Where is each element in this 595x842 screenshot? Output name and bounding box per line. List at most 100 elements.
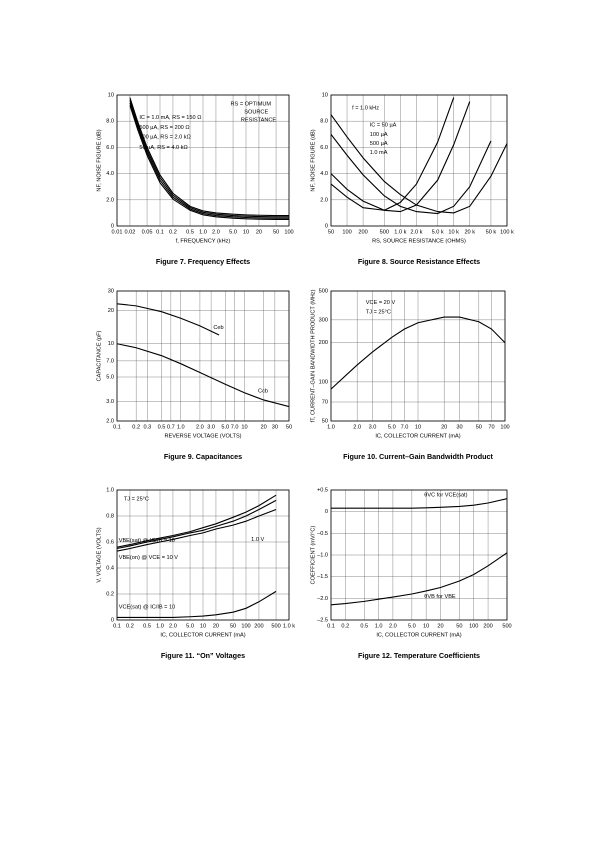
x-tick-label: 100 [500, 424, 509, 430]
x-tick-label: 0.2 [341, 623, 349, 629]
y-tick-label: 2.0 [320, 197, 328, 203]
chart: 0.1 0.2 0.5 1.0 2.0 5.0 10 20 50 100 200 500 +0.5 0 –0… [310, 487, 511, 659]
x-tick-label: 200 [483, 623, 492, 629]
curve-label: 100 µA [370, 132, 388, 138]
y-tick-label: 8.0 [106, 119, 114, 125]
x-tick-label: 0.01 [112, 229, 123, 235]
curve-label: VBE(sat) @ IC/IB = 10 [119, 538, 175, 544]
curve [117, 494, 277, 548]
x-tick-label: 0.1 [327, 623, 335, 629]
curve-label: VBE(on) @ VCE = 10 V [119, 555, 179, 561]
x-tick-label: 0.1 [113, 424, 121, 430]
x-tick-label: 30 [456, 424, 462, 430]
curve [331, 101, 471, 213]
figure-caption: Figure 12. Temperature Coefficients [358, 651, 480, 660]
curve-label: 500 µA [370, 141, 388, 147]
x-tick-label: 100 [241, 623, 250, 629]
y-tick-label: 7.0 [106, 358, 114, 364]
x-tick-label: 0.5 [143, 623, 151, 629]
curve-label: 100 µA, RS = 2.0 kΩ [139, 134, 190, 140]
chart: 50 100 200 500 1.0 k 2.0 k 5.0 k 10 k 20 k 50 k 10… [310, 92, 514, 265]
y-tick-label: 0 [325, 223, 328, 229]
x-tick-label: 0.3 [144, 424, 152, 430]
x-tick-label: 1.0 k [283, 623, 295, 629]
x-tick-label: 2.0 k [410, 229, 422, 235]
x-tick-label: 50 [286, 424, 292, 430]
x-tick-label: 20 [256, 229, 262, 235]
y-tick-label: 0 [111, 617, 114, 623]
curve-label: IC = 1.0 mA, RS = 150 Ω [139, 115, 201, 121]
x-tick-label: 0.02 [124, 229, 135, 235]
curve-label: VCE(sat) @ IC/IB = 10 [119, 604, 176, 610]
plot-frame [116, 489, 290, 621]
x-tick-label: 50 k [486, 229, 497, 235]
x-tick-label: 100 k [500, 229, 514, 235]
x-tick-label: 20 [441, 424, 447, 430]
x-tick-label: 0.7 [167, 424, 175, 430]
chart: 1.0 2.0 3.0 5.0 7.0 10 20 30 50 70 100 50 70 100 200 30… [310, 288, 509, 460]
x-tick-label: 0.5 [360, 623, 368, 629]
y-tick-label: 0.6 [106, 539, 114, 545]
x-tick-label: 5.0 [221, 424, 229, 430]
y-tick-label: 4.0 [106, 171, 114, 177]
curve-label: 1.0 V [251, 537, 264, 543]
annotation: RESISTANCE [241, 117, 277, 123]
annotation: f = 1.0 kHz [352, 106, 379, 112]
y-tick-label: 5.0 [106, 374, 114, 380]
annotation: TJ = 25°C [366, 309, 391, 315]
curve-label: IC = 50 µA [370, 123, 397, 129]
y-tick-label: –2.5 [317, 617, 328, 623]
x-axis-label: REVERSE VOLTAGE (VOLTS) [164, 433, 241, 439]
x-tick-label: 5.0 [408, 623, 416, 629]
y-axis-label: CAPACITANCE (pF) [96, 330, 102, 381]
y-tick-label: 1.0 [106, 487, 114, 493]
x-tick-label: 1.0 [177, 424, 185, 430]
x-tick-label: 50 [476, 424, 482, 430]
x-tick-label: 7.0 [231, 424, 239, 430]
y-tick-label: +0.5 [317, 487, 328, 493]
x-tick-label: 0.1 [113, 623, 121, 629]
y-tick-label: 0 [325, 509, 328, 515]
y-tick-label: 10 [108, 341, 114, 347]
annotation: RS = OPTIMUM [231, 102, 272, 108]
curve [117, 303, 220, 336]
curve [331, 316, 505, 390]
curve-label: 1.0 mA [370, 150, 388, 156]
plot-frame [116, 290, 290, 422]
curve [331, 97, 455, 211]
curve-label: θVC for VCE(sat) [424, 493, 467, 499]
y-tick-label: 10 [108, 92, 114, 98]
x-tick-label: 50 [273, 229, 279, 235]
x-tick-label: 100 [469, 623, 478, 629]
chart: 0.01 0.02 0.05 0.1 0.2 0.5 1.0 2.0 5.0 10 20 50 100 0… [96, 92, 293, 265]
curve [129, 100, 289, 218]
y-tick-label: 70 [322, 399, 328, 405]
annotation: VCE = 20 V [366, 300, 396, 306]
x-axis-label: IC, COLLECTOR CURRENT (mA) [375, 433, 460, 439]
x-axis-label: RS, SOURCE RESISTANCE (OHMS) [372, 238, 466, 244]
curve [117, 590, 277, 618]
y-tick-label: 8.0 [320, 119, 328, 125]
x-tick-label: 50 [456, 623, 462, 629]
x-tick-label: 70 [488, 424, 494, 430]
curve-label: Ceb [213, 325, 223, 331]
y-tick-label: 0.4 [106, 565, 114, 571]
x-tick-label: 20 [213, 623, 219, 629]
y-tick-label: –1.5 [317, 574, 328, 580]
x-tick-label: 500 [271, 623, 280, 629]
x-tick-label: 1.0 [327, 424, 335, 430]
x-tick-label: 5.0 [186, 623, 194, 629]
curve [129, 97, 289, 217]
y-tick-label: 10 [322, 92, 328, 98]
plot-frame [116, 94, 290, 227]
x-tick-label: 0.2 [132, 424, 140, 430]
y-axis-label: V, VOLTAGE (VOLTS) [96, 527, 102, 582]
y-tick-label: 4.0 [320, 171, 328, 177]
y-tick-label: 100 [319, 379, 328, 385]
x-tick-label: 20 [261, 424, 267, 430]
x-tick-label: 0.2 [126, 623, 134, 629]
x-tick-label: 2.0 [169, 623, 177, 629]
y-axis-label: COEFFICIENT (mV/°C) [310, 526, 316, 585]
figure-caption: Figure 10. Current–Gain Bandwidth Produc… [343, 452, 493, 461]
